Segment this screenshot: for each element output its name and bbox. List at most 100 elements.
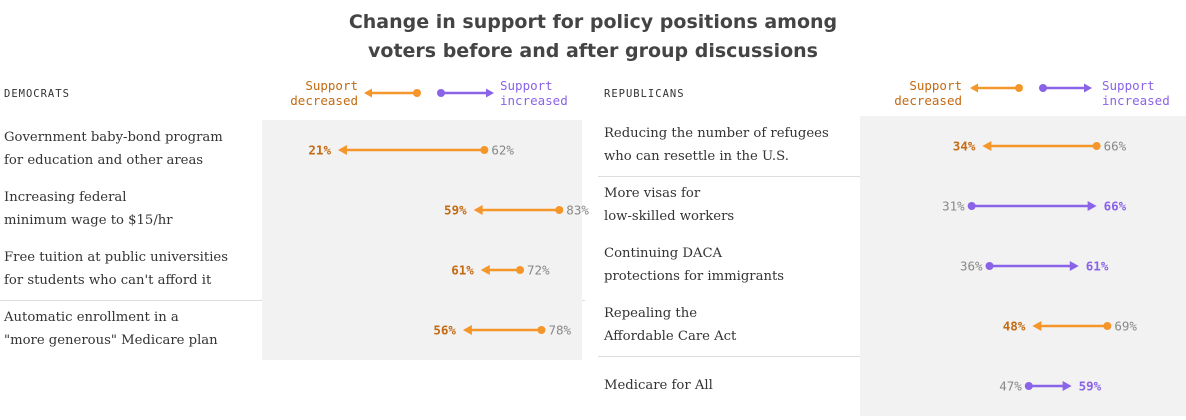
row-background [860, 296, 1186, 356]
category-label-line: Reducing the number of refugees [604, 126, 829, 141]
after-arrowhead [337, 145, 347, 155]
row-mark-svg: 31% 66% [942, 199, 1127, 214]
row-mark-svg: 62% 21% [308, 143, 514, 158]
before-value-label: 78% [548, 323, 571, 338]
chart-row: Automatic enrollment in a "more generous"… [0, 300, 585, 360]
before-value-label: 72% [527, 263, 550, 278]
after-arrowhead [982, 141, 992, 151]
category-label-line: Continuing DACA [604, 246, 723, 261]
category-label-line: Increasing federal [4, 190, 127, 205]
category-label-line: low-skilled workers [604, 209, 735, 224]
before-value-label: 47% [999, 379, 1022, 394]
category-label-line: More visas for [604, 186, 701, 201]
before-value-label: 31% [942, 199, 965, 214]
republicans-legend-arrows [970, 83, 1092, 93]
category-label-line: Medicare for All [604, 378, 713, 393]
category-label: Continuing DACA protections for immigrant… [604, 242, 784, 288]
legend-increased-line-1: Support [500, 78, 553, 93]
chart-row: Repealing the Affordable Care Act 69% 48% [598, 296, 1186, 356]
category-label-line: for students who can't afford it [4, 273, 212, 288]
chart-title-line-1: Change in support for policy positions a… [348, 11, 838, 33]
row-mark-svg: 72% 61% [451, 263, 550, 278]
democrats-legend: Support decreased Support increased [268, 78, 583, 114]
row-mark-svg: 69% 48% [1003, 319, 1138, 334]
before-dot [985, 262, 994, 270]
legend-decreased-label: Support decreased [268, 78, 358, 108]
chart-row: Continuing DACA protections for immigrant… [598, 236, 1186, 296]
republicans-panel: REPUBLICANS Support decreased Support in… [598, 0, 1186, 420]
before-value-label: 69% [1114, 319, 1137, 334]
row-background [262, 240, 582, 300]
chart-row: Medicare for All 47% 59% [598, 356, 1186, 416]
before-dot [1092, 142, 1101, 150]
chart-row: Free tuition at public universities for s… [0, 240, 585, 300]
before-dot [1103, 322, 1112, 330]
after-arrowhead [1032, 321, 1042, 331]
category-label: More visas for low-skilled workers [604, 182, 734, 228]
after-value-label: 21% [308, 143, 331, 158]
chart-title-line-2: voters before and after group discussion… [368, 40, 818, 62]
category-label: Medicare for All [604, 374, 713, 397]
category-label-line: Affordable Care Act [604, 329, 737, 344]
after-value-label: 59% [444, 203, 467, 218]
after-arrowhead [1062, 381, 1072, 391]
chart-row: Increasing federal minimum wage to $15/hr… [0, 180, 589, 240]
category-label: Free tuition at public universities for s… [4, 246, 228, 292]
before-value-label: 83% [566, 203, 589, 218]
row-mark-svg: 36% 61% [960, 259, 1109, 274]
chart-row: Reducing the number of refugees who can r… [598, 116, 1186, 176]
democrats-panel: DEMOCRATS Support decreased Support incr… [0, 0, 589, 420]
before-value-label: 62% [491, 143, 514, 158]
category-label: Automatic enrollment in a "more generous"… [4, 306, 218, 352]
before-dot [1024, 382, 1033, 390]
republicans-panel-heading: REPUBLICANS [604, 88, 685, 100]
after-value-label: 48% [1003, 319, 1026, 334]
legend-increased-line-2: increased [1102, 93, 1170, 108]
category-label-line: for education and other areas [4, 153, 204, 168]
legend-increased-line-1: Support [1102, 78, 1155, 93]
row-mark-svg: 66% 34% [953, 139, 1127, 154]
after-value-label: 59% [1079, 379, 1102, 394]
after-value-label: 61% [451, 263, 474, 278]
before-dot [480, 146, 489, 154]
category-label-line: Automatic enrollment in a [4, 310, 179, 325]
legend-increased-label: Support increased [1102, 78, 1184, 108]
legend-decrease-arrow-icon [970, 83, 1023, 93]
legend-decrease-arrow-icon [364, 88, 421, 98]
before-value-label: 36% [960, 259, 983, 274]
category-label-line: Government baby-bond program [4, 130, 223, 145]
before-dot [516, 266, 525, 274]
legend-increase-arrow-icon [1039, 83, 1092, 93]
category-label-line: minimum wage to $15/hr [4, 213, 173, 228]
category-label-line: "more generous" Medicare plan [4, 333, 218, 348]
category-label-line: Repealing the [604, 306, 698, 321]
after-value-label: 66% [1104, 199, 1127, 214]
chart-row: More visas for low-skilled workers 31% 66% [598, 176, 1186, 236]
legend-increase-arrow-icon [437, 88, 494, 98]
after-arrowhead [480, 265, 490, 275]
chart-title: Change in support for policy positions a… [0, 8, 1186, 66]
category-label-line: who can resettle in the U.S. [604, 149, 789, 164]
category-label-line: protections for immigrants [604, 269, 785, 284]
row-mark-svg: 83% 59% [444, 203, 589, 218]
category-label: Government baby-bond program for educatio… [4, 126, 223, 172]
category-label: Repealing the Affordable Care Act [604, 302, 736, 348]
democrats-panel-heading: DEMOCRATS [4, 88, 70, 100]
legend-increased-line-2: increased [500, 93, 568, 108]
before-dot [555, 206, 564, 214]
row-background [860, 356, 1186, 416]
category-label-line: Free tuition at public universities [4, 250, 228, 265]
row-mark-svg: 47% 59% [999, 379, 1102, 394]
chart-row: Government baby-bond program for educatio… [0, 120, 585, 180]
before-value-label: 66% [1104, 139, 1127, 154]
after-arrowhead [462, 325, 472, 335]
category-label: Reducing the number of refugees who can r… [604, 122, 829, 168]
legend-increased-label: Support increased [500, 78, 590, 108]
after-value-label: 34% [953, 139, 976, 154]
category-label: Increasing federal minimum wage to $15/hr [4, 186, 173, 232]
legend-decreased-line-2: decreased [894, 93, 962, 108]
democrats-legend-arrows [364, 88, 494, 98]
before-dot [537, 326, 546, 334]
republicans-legend: Support decreased Support increased [866, 78, 1184, 114]
legend-decreased-label: Support decreased [866, 78, 962, 108]
